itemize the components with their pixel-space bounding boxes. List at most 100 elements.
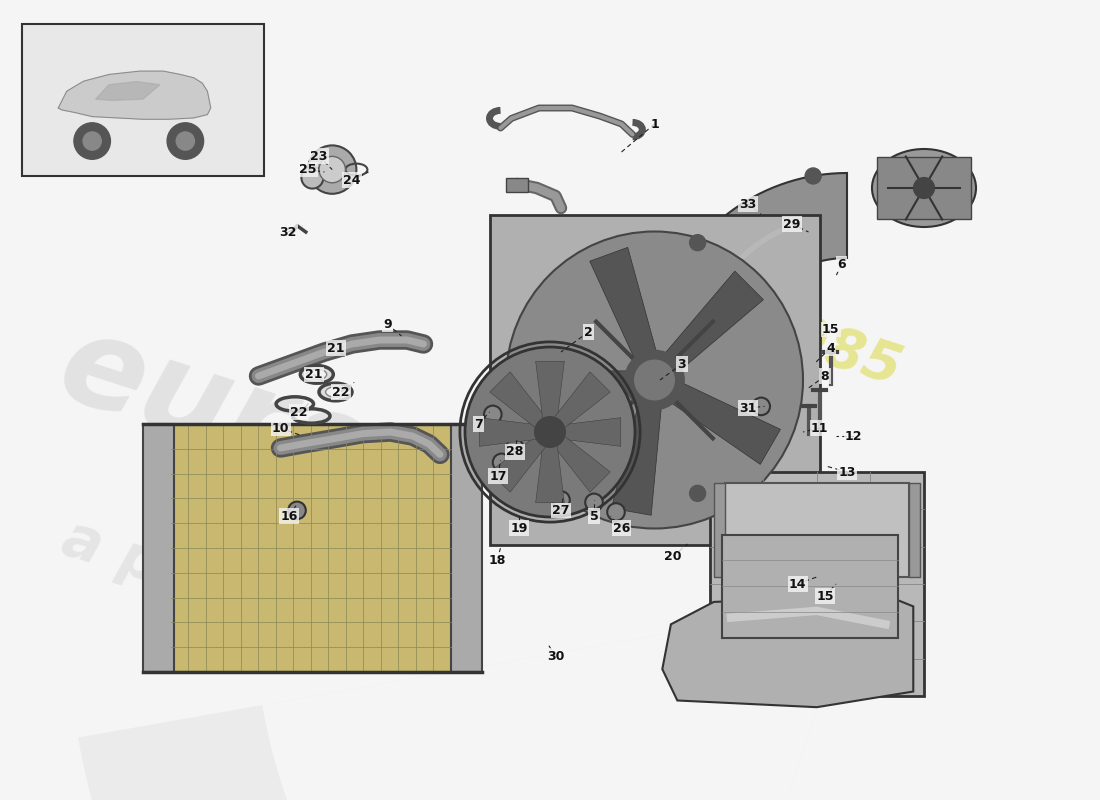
Text: 29: 29 xyxy=(783,218,801,230)
Ellipse shape xyxy=(872,149,976,227)
Text: 30: 30 xyxy=(547,650,564,662)
Text: 32: 32 xyxy=(279,226,297,238)
Polygon shape xyxy=(536,446,564,503)
Text: 15: 15 xyxy=(816,590,834,602)
Circle shape xyxy=(805,552,821,568)
Polygon shape xyxy=(563,418,620,446)
Polygon shape xyxy=(58,71,211,119)
Bar xyxy=(490,215,820,545)
Text: 22: 22 xyxy=(332,386,350,398)
Circle shape xyxy=(625,350,684,410)
Text: 25: 25 xyxy=(299,163,317,176)
Circle shape xyxy=(914,178,934,198)
Polygon shape xyxy=(590,247,656,358)
Circle shape xyxy=(84,132,101,150)
Wedge shape xyxy=(78,600,858,800)
Circle shape xyxy=(301,166,323,189)
Circle shape xyxy=(167,122,204,159)
Bar xyxy=(714,483,725,578)
Polygon shape xyxy=(490,436,546,492)
Text: 15: 15 xyxy=(822,323,839,336)
Text: 17: 17 xyxy=(490,470,507,482)
Circle shape xyxy=(585,494,603,511)
Polygon shape xyxy=(672,384,781,465)
Text: 10: 10 xyxy=(272,422,289,434)
Text: 24: 24 xyxy=(343,174,361,186)
Text: 11: 11 xyxy=(811,422,828,434)
Circle shape xyxy=(484,406,502,423)
Ellipse shape xyxy=(300,366,333,383)
Circle shape xyxy=(319,157,345,183)
Polygon shape xyxy=(652,173,847,562)
Circle shape xyxy=(690,486,705,502)
Text: 9: 9 xyxy=(383,318,392,330)
Text: 13: 13 xyxy=(838,466,856,478)
Text: 23: 23 xyxy=(310,150,328,162)
Circle shape xyxy=(506,439,524,457)
Text: 6: 6 xyxy=(837,258,846,270)
Polygon shape xyxy=(490,372,546,428)
Polygon shape xyxy=(662,595,913,707)
Circle shape xyxy=(465,347,635,517)
Polygon shape xyxy=(96,82,160,100)
Text: 4: 4 xyxy=(826,342,835,354)
Polygon shape xyxy=(554,372,610,428)
Circle shape xyxy=(552,491,570,509)
Text: 19: 19 xyxy=(510,522,528,534)
Circle shape xyxy=(607,503,625,521)
Text: 20: 20 xyxy=(664,550,682,562)
Text: since 1985: since 1985 xyxy=(572,241,909,396)
Bar xyxy=(22,24,264,176)
Text: 14: 14 xyxy=(789,578,806,590)
Circle shape xyxy=(288,502,306,519)
Circle shape xyxy=(535,417,565,447)
Text: 2: 2 xyxy=(584,326,593,338)
Text: 22: 22 xyxy=(290,406,308,418)
Circle shape xyxy=(644,360,660,376)
Text: 3: 3 xyxy=(678,358,686,370)
Polygon shape xyxy=(666,271,763,369)
Text: europ: europ xyxy=(44,304,472,546)
Bar xyxy=(143,424,174,672)
Text: 21: 21 xyxy=(327,342,344,354)
Text: 31: 31 xyxy=(739,402,757,414)
Ellipse shape xyxy=(319,383,352,401)
Circle shape xyxy=(690,234,705,250)
Circle shape xyxy=(752,398,770,415)
Bar xyxy=(723,534,899,638)
Text: 33: 33 xyxy=(739,198,757,210)
Circle shape xyxy=(635,360,674,400)
Polygon shape xyxy=(554,436,610,492)
Polygon shape xyxy=(536,361,564,418)
Polygon shape xyxy=(480,418,537,446)
Text: 21: 21 xyxy=(305,368,322,381)
Circle shape xyxy=(74,122,110,159)
Polygon shape xyxy=(612,405,661,515)
Polygon shape xyxy=(519,371,628,412)
Text: 28: 28 xyxy=(506,446,524,458)
Text: 1: 1 xyxy=(650,118,659,130)
Text: 16: 16 xyxy=(280,510,298,522)
Text: 5: 5 xyxy=(590,510,598,522)
Bar xyxy=(725,483,909,578)
Bar xyxy=(451,424,482,672)
Circle shape xyxy=(506,231,803,529)
Wedge shape xyxy=(262,600,858,800)
Text: 27: 27 xyxy=(552,504,570,517)
Circle shape xyxy=(176,132,195,150)
Bar xyxy=(909,483,920,578)
Text: 26: 26 xyxy=(613,522,630,534)
Text: 18: 18 xyxy=(488,554,506,566)
Bar xyxy=(506,178,528,192)
Circle shape xyxy=(805,168,821,184)
Circle shape xyxy=(308,146,356,194)
Bar xyxy=(170,424,451,672)
Text: a passion: a passion xyxy=(55,510,370,660)
Circle shape xyxy=(493,454,510,471)
Bar xyxy=(877,157,971,219)
Bar xyxy=(710,472,924,696)
Text: 8: 8 xyxy=(821,370,829,382)
Ellipse shape xyxy=(326,387,345,397)
Text: 12: 12 xyxy=(845,430,862,442)
Text: 7: 7 xyxy=(474,418,483,430)
